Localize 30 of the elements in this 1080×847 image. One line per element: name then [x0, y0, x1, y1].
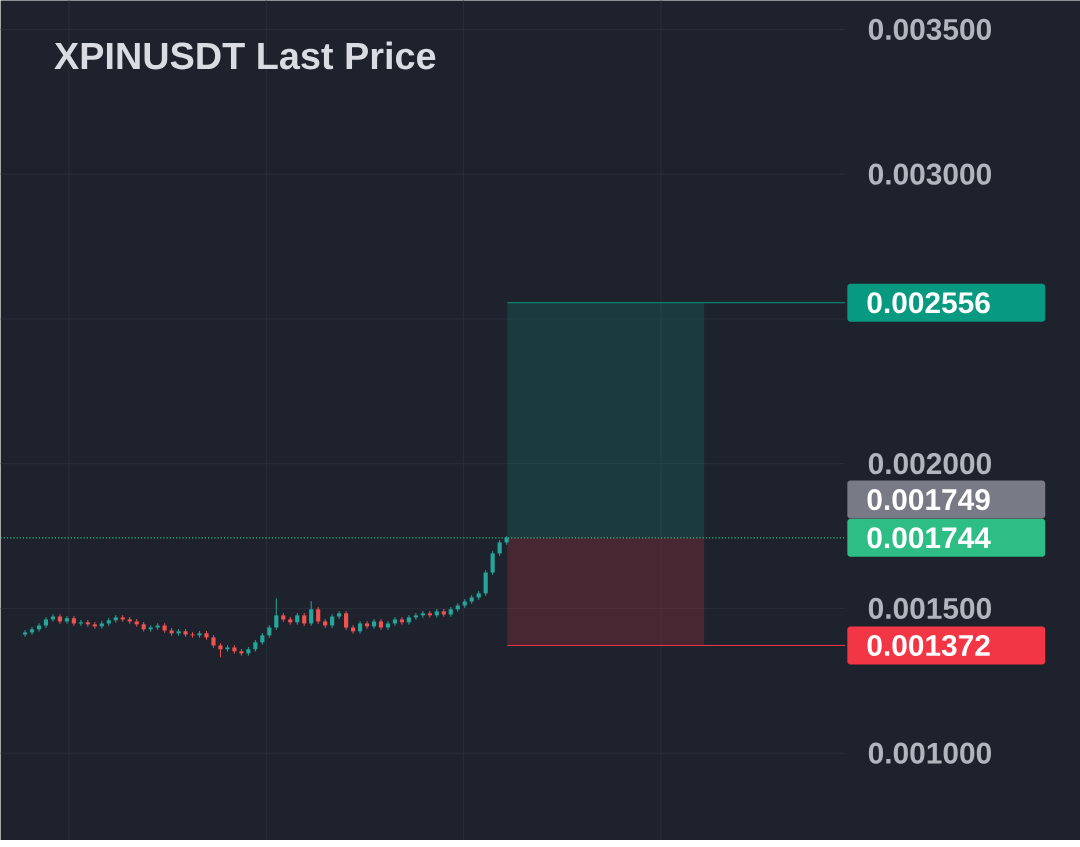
band-label: 0.002556 — [867, 292, 990, 314]
text: 0.001749 — [867, 489, 990, 511]
candlestick — [274, 597, 279, 631]
candlestick — [71, 615, 76, 627]
candlestick — [420, 610, 425, 619]
ref-line-label: 0.001744 — [867, 527, 991, 549]
y-tick-label: 0.001000 — [868, 742, 991, 764]
candlestick — [364, 620, 370, 630]
candlestick — [344, 610, 349, 631]
candlestick — [392, 616, 398, 627]
y-tick-label: 0.002000 — [868, 453, 991, 475]
candlestick — [64, 615, 70, 625]
candlestick — [337, 610, 342, 620]
candlestick — [490, 550, 495, 576]
candlestick — [427, 610, 432, 619]
y-tick-label: 0.003500 — [868, 18, 991, 41]
candlestick — [483, 569, 488, 597]
candlestick — [309, 600, 314, 627]
candlestick — [29, 626, 35, 636]
candlestick — [413, 612, 418, 621]
y-tick-label: 0.001500 — [868, 597, 991, 620]
candlestick — [371, 618, 377, 630]
candlestick — [399, 616, 405, 626]
candlestick — [190, 631, 195, 639]
candlestick — [22, 629, 28, 638]
band-label: 0.001372 — [867, 634, 990, 657]
text: XPINUSDT Last Price — [54, 41, 436, 70]
candlestick — [406, 614, 412, 626]
candlestick — [85, 619, 90, 628]
y-tick-label: 0.003000 — [868, 163, 991, 185]
